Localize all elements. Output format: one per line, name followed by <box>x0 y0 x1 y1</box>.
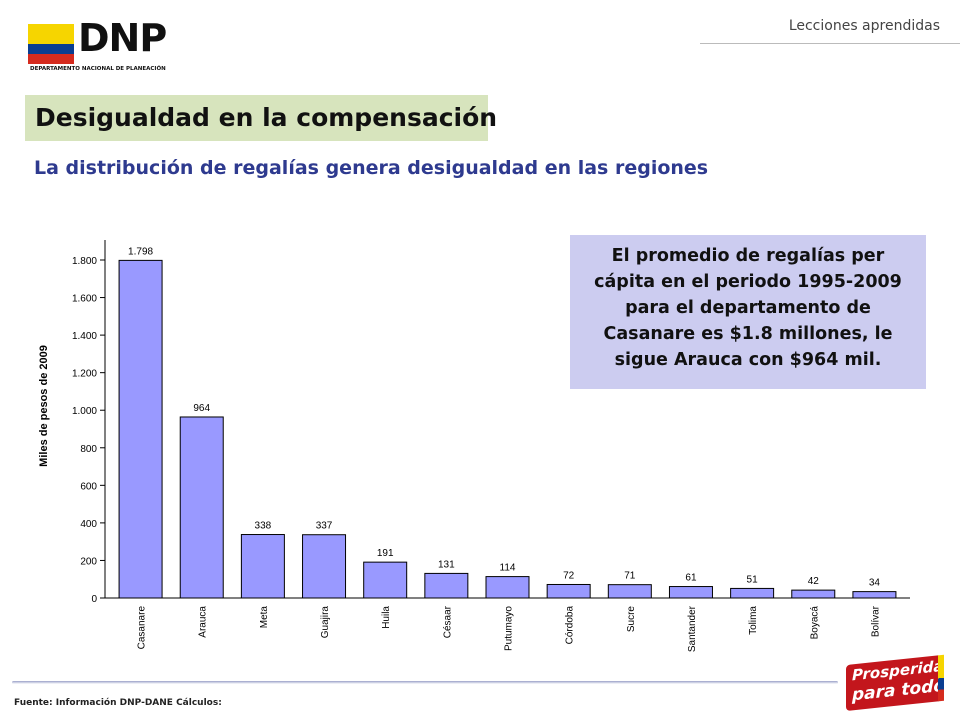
bar-value-label: 71 <box>624 571 636 582</box>
y-tick-label: 400 <box>80 519 97 530</box>
bar-value-label: 1.798 <box>128 246 153 257</box>
bar-putumayo <box>485 576 530 599</box>
logo-text: DNP <box>78 16 167 60</box>
bar-césaar <box>424 572 469 599</box>
bar-tolima <box>730 587 775 599</box>
y-tick-label: 800 <box>80 444 97 455</box>
bar-arauca <box>179 416 224 599</box>
y-tick-label: 0 <box>91 594 97 605</box>
x-tick-label: Boyacá <box>809 606 820 640</box>
x-tick-label: Meta <box>259 606 270 629</box>
x-tick-label: Putumayo <box>504 606 515 651</box>
y-tick-label: 1.600 <box>72 294 97 305</box>
logo-subtitle: DEPARTAMENTO NACIONAL DE PLANEACIÓN <box>30 66 166 72</box>
bar-value-label: 61 <box>685 573 697 584</box>
regalias-bar-chart: Miles de pesos de 2009 0 200 400 600 800 1.00… <box>38 240 910 652</box>
x-tick-label: Guajira <box>320 606 331 639</box>
x-tick-label: Césaar <box>442 605 453 638</box>
y-tick-label: 1.800 <box>72 256 97 267</box>
callout-box: El promedio de regalías per cápita en el… <box>570 235 926 389</box>
bar-value-label: 131 <box>438 559 455 570</box>
bar-value-label: 337 <box>316 521 333 532</box>
x-tick-label: Sucre <box>626 606 637 633</box>
bar-boyacá <box>791 589 836 599</box>
bar-value-label: 51 <box>747 574 759 585</box>
header-divider <box>700 43 960 44</box>
section-label: Lecciones aprendidas <box>788 18 940 34</box>
bar-córdoba <box>546 583 591 599</box>
x-tick-label: Bolívar <box>870 605 881 637</box>
x-tick-label: Córdoba <box>565 606 576 645</box>
bar-value-label: 42 <box>808 576 820 587</box>
y-tick-label: 1.000 <box>72 406 97 417</box>
bar-value-label: 191 <box>377 548 394 559</box>
x-tick-label: Casanare <box>137 606 148 650</box>
bar-bolívar <box>852 591 897 599</box>
y-tick-label: 600 <box>80 481 97 492</box>
y-tick-label: 200 <box>80 556 97 567</box>
y-tick-label: 1.200 <box>72 369 97 380</box>
bar-value-label: 114 <box>500 563 516 574</box>
footer-divider <box>12 681 838 684</box>
bar-value-label: 338 <box>255 521 272 532</box>
bar-meta <box>240 534 285 599</box>
y-tick-label: 1.400 <box>72 331 97 342</box>
bar-guajira <box>302 534 347 599</box>
bar-value-label: 72 <box>563 570 575 581</box>
title-box: Desigualdad en la compensación <box>25 95 497 141</box>
dnp-logo: DNP DEPARTAMENTO NACIONAL DE PLANEACIÓN <box>28 16 188 72</box>
x-tick-label: Arauca <box>198 606 209 638</box>
bar-sucre <box>607 584 652 599</box>
bar-huila <box>363 561 408 599</box>
slide-subtitle: La distribución de regalías genera desig… <box>34 157 709 179</box>
x-tick-label: Santander <box>687 605 698 652</box>
bar-value-label: 34 <box>869 578 881 589</box>
bar-casanare <box>118 259 163 599</box>
x-tick-label: Tolima <box>748 606 759 635</box>
bar-value-label: 964 <box>193 403 210 414</box>
colombia-flag-icon <box>28 24 74 64</box>
slide-title: Desigualdad en la compensación <box>35 103 498 132</box>
prosperidad-logo: Prosperidad para todos <box>846 654 955 712</box>
x-tick-label: Huila <box>381 606 392 629</box>
bar-santander <box>668 586 713 599</box>
flag-stripe-icon <box>938 654 944 702</box>
source-note: Fuente: Información DNP-DANE Cálculos: <box>14 698 222 708</box>
y-axis-label: Miles de pesos de 2009 <box>38 345 50 467</box>
